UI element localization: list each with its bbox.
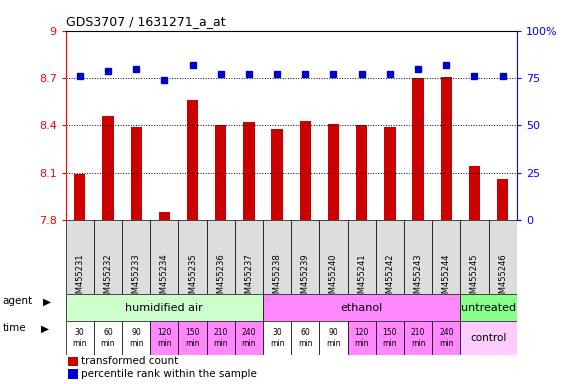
Text: GSM455237: GSM455237 xyxy=(244,253,254,304)
Text: ▶: ▶ xyxy=(41,323,49,333)
Text: 30
min: 30 min xyxy=(73,328,87,348)
Text: humidified air: humidified air xyxy=(126,303,203,313)
FancyBboxPatch shape xyxy=(460,294,517,321)
Text: GSM455232: GSM455232 xyxy=(103,253,112,304)
Text: control: control xyxy=(471,333,506,343)
FancyBboxPatch shape xyxy=(94,321,122,355)
Bar xyxy=(215,126,226,220)
FancyBboxPatch shape xyxy=(263,294,460,321)
FancyBboxPatch shape xyxy=(432,220,460,294)
FancyBboxPatch shape xyxy=(150,321,178,355)
Bar xyxy=(356,126,367,220)
FancyBboxPatch shape xyxy=(291,321,319,355)
FancyBboxPatch shape xyxy=(263,321,291,355)
Text: time: time xyxy=(3,323,26,333)
Text: GSM455240: GSM455240 xyxy=(329,253,338,304)
FancyBboxPatch shape xyxy=(489,220,517,294)
FancyBboxPatch shape xyxy=(122,220,150,294)
FancyBboxPatch shape xyxy=(66,321,94,355)
Text: 60
min: 60 min xyxy=(100,328,115,348)
Text: GSM455231: GSM455231 xyxy=(75,253,85,304)
Text: agent: agent xyxy=(3,296,33,306)
Text: 60
min: 60 min xyxy=(298,328,312,348)
Text: 240
min: 240 min xyxy=(242,328,256,348)
Text: GSM455242: GSM455242 xyxy=(385,253,395,304)
FancyBboxPatch shape xyxy=(319,321,348,355)
FancyBboxPatch shape xyxy=(291,220,319,294)
Text: untreated: untreated xyxy=(461,303,516,313)
FancyBboxPatch shape xyxy=(66,220,94,294)
Bar xyxy=(243,122,255,220)
Bar xyxy=(328,124,339,220)
Text: GSM455244: GSM455244 xyxy=(442,253,451,304)
Text: GSM455238: GSM455238 xyxy=(272,253,282,304)
FancyBboxPatch shape xyxy=(404,220,432,294)
Bar xyxy=(412,78,424,220)
FancyBboxPatch shape xyxy=(207,220,235,294)
Text: GSM455245: GSM455245 xyxy=(470,253,479,304)
Text: GSM455234: GSM455234 xyxy=(160,253,169,304)
Text: GSM455235: GSM455235 xyxy=(188,253,197,304)
Bar xyxy=(159,212,170,220)
FancyBboxPatch shape xyxy=(122,321,150,355)
FancyBboxPatch shape xyxy=(150,220,178,294)
Bar xyxy=(74,174,86,220)
Text: 120
min: 120 min xyxy=(355,328,369,348)
FancyBboxPatch shape xyxy=(376,220,404,294)
FancyBboxPatch shape xyxy=(178,321,207,355)
FancyBboxPatch shape xyxy=(348,220,376,294)
Text: 30
min: 30 min xyxy=(270,328,284,348)
FancyBboxPatch shape xyxy=(263,220,291,294)
Text: 210
min: 210 min xyxy=(411,328,425,348)
FancyBboxPatch shape xyxy=(178,220,207,294)
Bar xyxy=(469,167,480,220)
Text: GDS3707 / 1631271_a_at: GDS3707 / 1631271_a_at xyxy=(66,15,226,28)
FancyBboxPatch shape xyxy=(66,294,263,321)
Text: 90
min: 90 min xyxy=(326,328,341,348)
Text: GSM455246: GSM455246 xyxy=(498,253,507,304)
Bar xyxy=(102,116,114,220)
Bar xyxy=(131,127,142,220)
Bar xyxy=(441,76,452,220)
Text: 90
min: 90 min xyxy=(129,328,143,348)
Text: 240
min: 240 min xyxy=(439,328,453,348)
FancyBboxPatch shape xyxy=(404,321,432,355)
Text: ▶: ▶ xyxy=(43,296,51,306)
FancyBboxPatch shape xyxy=(460,321,517,355)
FancyBboxPatch shape xyxy=(235,220,263,294)
Bar xyxy=(68,357,78,366)
FancyBboxPatch shape xyxy=(207,321,235,355)
Text: GSM455239: GSM455239 xyxy=(301,253,310,304)
Bar xyxy=(384,127,396,220)
FancyBboxPatch shape xyxy=(94,220,122,294)
Text: GSM455241: GSM455241 xyxy=(357,253,366,304)
Text: 150
min: 150 min xyxy=(185,328,200,348)
Text: GSM455236: GSM455236 xyxy=(216,253,225,304)
Bar xyxy=(68,369,78,379)
Text: 120
min: 120 min xyxy=(157,328,172,348)
Text: GSM455243: GSM455243 xyxy=(413,253,423,304)
Text: 150
min: 150 min xyxy=(383,328,397,348)
Text: ethanol: ethanol xyxy=(340,303,383,313)
Bar xyxy=(300,121,311,220)
Text: percentile rank within the sample: percentile rank within the sample xyxy=(82,369,258,379)
FancyBboxPatch shape xyxy=(348,321,376,355)
FancyBboxPatch shape xyxy=(235,321,263,355)
Bar xyxy=(187,100,198,220)
Bar xyxy=(497,179,508,220)
FancyBboxPatch shape xyxy=(432,321,460,355)
Text: 210
min: 210 min xyxy=(214,328,228,348)
Text: GSM455233: GSM455233 xyxy=(132,253,140,304)
Text: transformed count: transformed count xyxy=(82,356,179,366)
FancyBboxPatch shape xyxy=(319,220,348,294)
Bar xyxy=(271,129,283,220)
FancyBboxPatch shape xyxy=(460,220,489,294)
FancyBboxPatch shape xyxy=(376,321,404,355)
